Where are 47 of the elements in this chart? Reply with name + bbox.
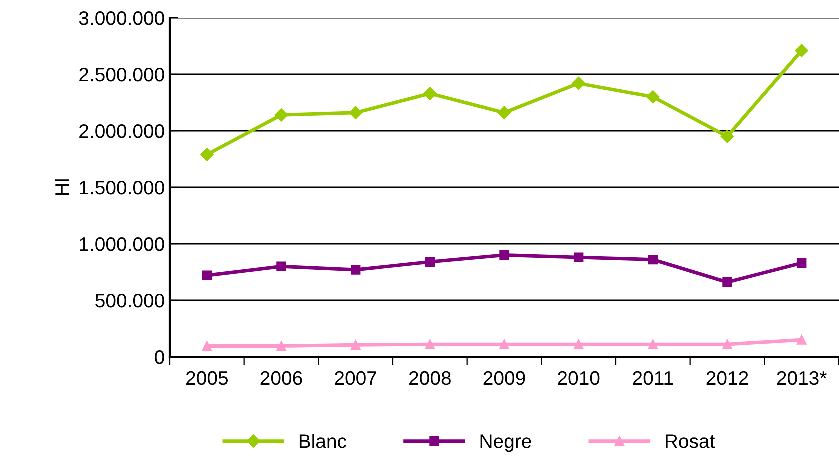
x-tick-label: 2013* xyxy=(777,371,827,386)
point xyxy=(349,106,362,120)
point xyxy=(202,270,212,280)
point xyxy=(276,262,286,272)
point xyxy=(276,341,286,352)
point xyxy=(424,87,437,100)
y-tick-label: 2.500.000 xyxy=(80,68,164,82)
point xyxy=(425,257,436,267)
point xyxy=(425,340,436,350)
point xyxy=(572,76,586,90)
x-tick-label: 2012 xyxy=(706,371,748,386)
legend-label: Negre xyxy=(480,434,532,452)
point xyxy=(574,340,584,350)
point xyxy=(200,148,214,162)
x-tick-label: 2006 xyxy=(260,371,302,386)
x-tick-label: 2010 xyxy=(558,371,600,386)
x-tick-label: 2009 xyxy=(484,371,526,386)
legend-label: Blanc xyxy=(300,434,346,448)
y-tick-label: 1.500.000 xyxy=(80,180,164,195)
y-tick-label: 1.000.000 xyxy=(80,237,164,252)
y-tick-label: 500.000 xyxy=(96,294,164,308)
x-tick-label: 2011 xyxy=(633,371,674,386)
legend-label: Rosat xyxy=(666,434,716,448)
point xyxy=(202,341,212,352)
point xyxy=(500,250,510,260)
point xyxy=(646,90,660,104)
point xyxy=(796,335,807,345)
y-tick-label: 0 xyxy=(155,350,164,364)
point xyxy=(720,130,734,144)
y-tick-label: 2.000.000 xyxy=(80,124,164,138)
point xyxy=(722,278,732,288)
point xyxy=(500,340,510,350)
y-tick-label: 3.000.000 xyxy=(79,11,164,26)
point xyxy=(648,340,658,350)
point xyxy=(274,108,288,122)
point xyxy=(574,252,584,262)
x-tick-label: 2007 xyxy=(335,371,376,386)
point xyxy=(648,254,658,265)
point xyxy=(796,258,807,268)
y-axis-title: Hl xyxy=(54,180,70,196)
point xyxy=(498,106,512,120)
x-tick-label: 2005 xyxy=(186,371,228,386)
point xyxy=(350,340,361,350)
point xyxy=(795,44,808,58)
x-tick-label: 2008 xyxy=(410,371,451,386)
point xyxy=(722,340,732,350)
point xyxy=(350,265,361,275)
